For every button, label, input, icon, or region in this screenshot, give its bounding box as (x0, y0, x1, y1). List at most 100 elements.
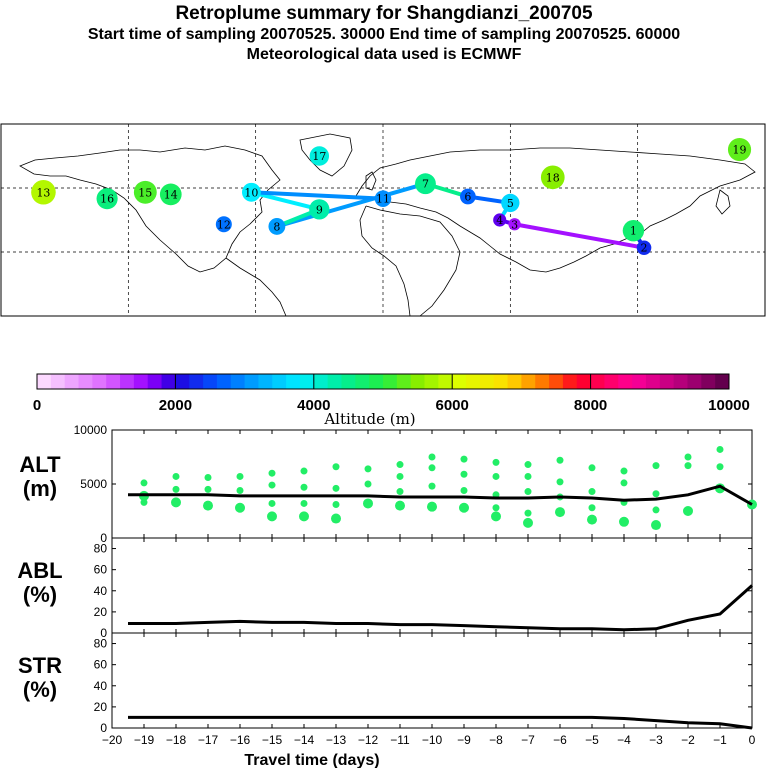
altitude-scatter-point (236, 486, 244, 494)
colorbar-tick-label: 6000 (436, 397, 469, 414)
colorbar-swatch (355, 374, 370, 389)
trajectory-point-label: 14 (164, 188, 178, 201)
y-tick-label: 5000 (80, 477, 107, 491)
altitude-scatter-point (267, 511, 277, 522)
figure-subtitle-meteo: Meteorological data used is ECMWF (246, 46, 522, 63)
colorbar-swatch (618, 374, 633, 389)
trajectory-point-marker (159, 183, 182, 206)
altitude-scatter-point (204, 474, 212, 482)
panel-alt: 0 5000 10000 ALT(m) (19, 423, 757, 545)
trajectory-point: 9 (309, 199, 330, 220)
trajectory-point-marker (540, 165, 565, 190)
trajectory-point-label: 2 (641, 242, 648, 255)
y-tick-label: 20 (94, 700, 108, 714)
panel-label: STR (18, 653, 62, 678)
trajectory-point: 5 (501, 193, 520, 213)
altitude-scatter-point (268, 499, 276, 507)
colorbar-swatch (327, 374, 342, 389)
x-tick-label: 0 (749, 733, 756, 747)
altitude-scatter-point (396, 488, 404, 496)
altitude-scatter-point (268, 481, 276, 489)
colorbar-swatch (549, 374, 564, 389)
altitude-scatter-point (556, 478, 564, 486)
trajectory-point-label: 1 (630, 225, 637, 238)
colorbar-swatch (216, 374, 232, 389)
altitude-scatter-point (652, 506, 660, 514)
trajectory-point: 17 (309, 146, 330, 166)
colorbar-swatch (341, 374, 356, 389)
trajectory-point-label: 17 (312, 150, 326, 163)
time-series-panels: 0500010000ALT(m)020406080ABL(%)020406080… (17, 423, 757, 768)
series-line (128, 484, 753, 506)
colorbar-swatch (120, 374, 135, 389)
trajectory-point: 14 (159, 183, 182, 206)
colorbar-swatch (590, 374, 605, 389)
trajectory-point-marker (374, 190, 392, 207)
trajectory-point-label: 15 (138, 186, 152, 199)
altitude-scatter-point (460, 486, 468, 494)
altitude-scatter-point (172, 485, 180, 493)
colorbar-swatches (37, 374, 730, 389)
colorbar-swatch (507, 374, 522, 389)
altitude-scatter-point (491, 511, 501, 522)
x-tick-label: −5 (585, 733, 599, 747)
colorbar-tick-labels: 0 2000 4000 6000 8000 10000 (33, 397, 750, 414)
x-tick-label: −1 (713, 733, 727, 747)
colorbar-swatch (50, 374, 66, 389)
panel-unit: (%) (23, 582, 57, 607)
altitude-scatter-point (204, 485, 212, 493)
colorbar-tick-label: 10000 (708, 397, 750, 414)
altitude-scatter-point (268, 469, 276, 477)
altitude-scatter-point (684, 453, 692, 461)
colorbar-frame (36, 373, 730, 390)
colorbar-swatch (244, 374, 259, 389)
trajectory-point-label: 8 (273, 220, 280, 233)
altitude-scatter-point (300, 499, 308, 507)
altitude-scatter-point (172, 472, 180, 480)
colorbar-swatch (424, 374, 439, 389)
trajectory-point-label: 6 (464, 191, 471, 204)
altitude-scatter-point (428, 453, 436, 461)
altitude-scatter-point (620, 467, 628, 475)
colorbar-title: Altitude (m) (323, 410, 415, 428)
trajectory-point: 7 (415, 173, 436, 195)
colorbar-swatch (383, 374, 398, 389)
altitude-scatter-point (716, 463, 724, 471)
altitude-scatter-point (716, 445, 724, 453)
colorbar-swatch (37, 374, 52, 389)
colorbar-swatch (78, 374, 93, 389)
x-tick-label: −16 (230, 733, 251, 747)
x-tick-label: −14 (294, 733, 315, 747)
colorbar-swatch (203, 374, 218, 389)
panel-label: ABL (17, 558, 62, 583)
trajectory-point-label: 12 (217, 218, 231, 231)
trajectory-point-marker (508, 218, 521, 231)
altitude-scatter-point (492, 504, 500, 512)
altitude-scatter-point (556, 456, 564, 464)
x-tick-label: −18 (166, 733, 187, 747)
altitude-scatter-point (683, 506, 693, 516)
trajectory-point: 2 (636, 240, 652, 256)
altitude-scatter-point (364, 465, 372, 473)
colorbar-swatch (258, 374, 273, 389)
altitude-scatter-point (588, 488, 596, 496)
x-tick-label: −15 (262, 733, 283, 747)
x-tick-label: −3 (649, 733, 663, 747)
figure-title: Retroplume summary for Shangdianzi_20070… (175, 3, 593, 24)
x-tick-label: −12 (358, 733, 379, 747)
panel-frame (111, 632, 753, 729)
altitude-scatter-point (620, 479, 628, 487)
x-tick-label: −8 (489, 733, 503, 747)
trajectory-point-label: 19 (733, 144, 747, 157)
y-tick-label: 60 (94, 658, 108, 672)
colorbar-swatch (133, 374, 149, 389)
altitude-scatter-point (588, 504, 596, 512)
y-tick-label: 20 (94, 605, 108, 619)
trajectory-point-label: 16 (100, 193, 114, 206)
y-tick-label: 10000 (74, 423, 108, 437)
altitude-scatter-point (652, 490, 660, 498)
altitude-scatter-point (524, 472, 532, 480)
x-tick-label: −4 (617, 733, 631, 747)
